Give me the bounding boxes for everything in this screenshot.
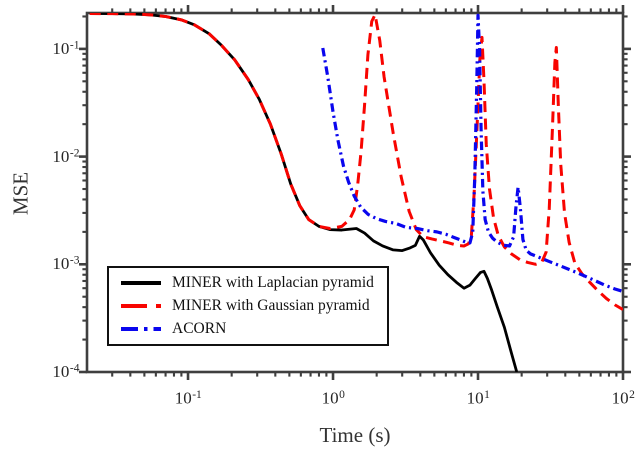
legend-label-laplacian: MINER with Laplacian pyramid xyxy=(172,274,374,292)
legend-label-acorn: ACORN xyxy=(172,319,227,337)
legend: MINER with Laplacian pyramid MINER with … xyxy=(107,266,389,346)
series-line-2 xyxy=(321,13,623,293)
legend-line-sample-laplacian xyxy=(121,281,161,286)
legend-line-sample-acorn xyxy=(121,326,161,331)
axes-box xyxy=(85,11,625,374)
y-axis-label: MSE xyxy=(8,171,33,216)
x-axis-label: Time (s) xyxy=(319,423,391,447)
legend-line-sample-gaussian xyxy=(121,303,161,308)
legend-item-laplacian: MINER with Laplacian pyramid xyxy=(119,274,381,292)
legend-item-gaussian: MINER with Gaussian pyramid xyxy=(119,297,381,315)
series-line-1 xyxy=(89,13,623,311)
legend-label-gaussian: MINER with Gaussian pyramid xyxy=(172,296,370,314)
legend-item-acorn: ACORN xyxy=(119,320,381,338)
